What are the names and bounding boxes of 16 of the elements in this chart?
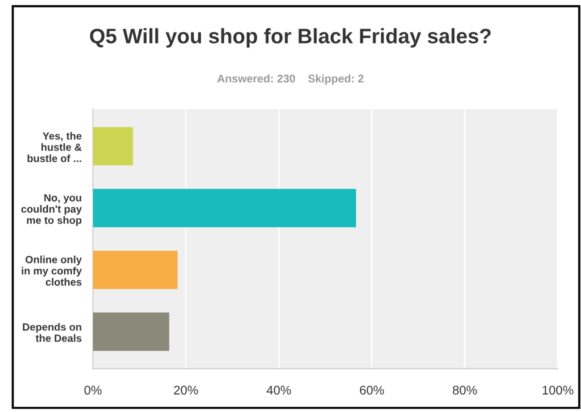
y-tick-label: Yes, the hustle & bustle of ... — [28, 132, 82, 162]
x-tick-label: 40% — [266, 386, 291, 395]
x-tick-label: 80% — [452, 386, 477, 395]
bar — [92, 127, 133, 166]
chart-title: Q5 Will you shop for Black Friday sales? — [90, 28, 491, 48]
y-tick-label: Online only in my comfy clothes — [22, 256, 82, 286]
bar — [92, 250, 178, 290]
x-tick-label: 60% — [360, 386, 384, 395]
y-tick-label: No, you couldn't pay me to shop — [21, 194, 82, 226]
x-tick-label: 100% — [542, 386, 574, 395]
bar — [92, 188, 356, 228]
x-tick-label: 0% — [84, 386, 102, 395]
bar — [92, 312, 170, 351]
y-tick-label: Depends on the Deals — [22, 323, 82, 342]
x-tick-label: 20% — [174, 386, 198, 395]
chart-subtitle: Answered: 230 Skipped: 2 — [217, 74, 364, 85]
